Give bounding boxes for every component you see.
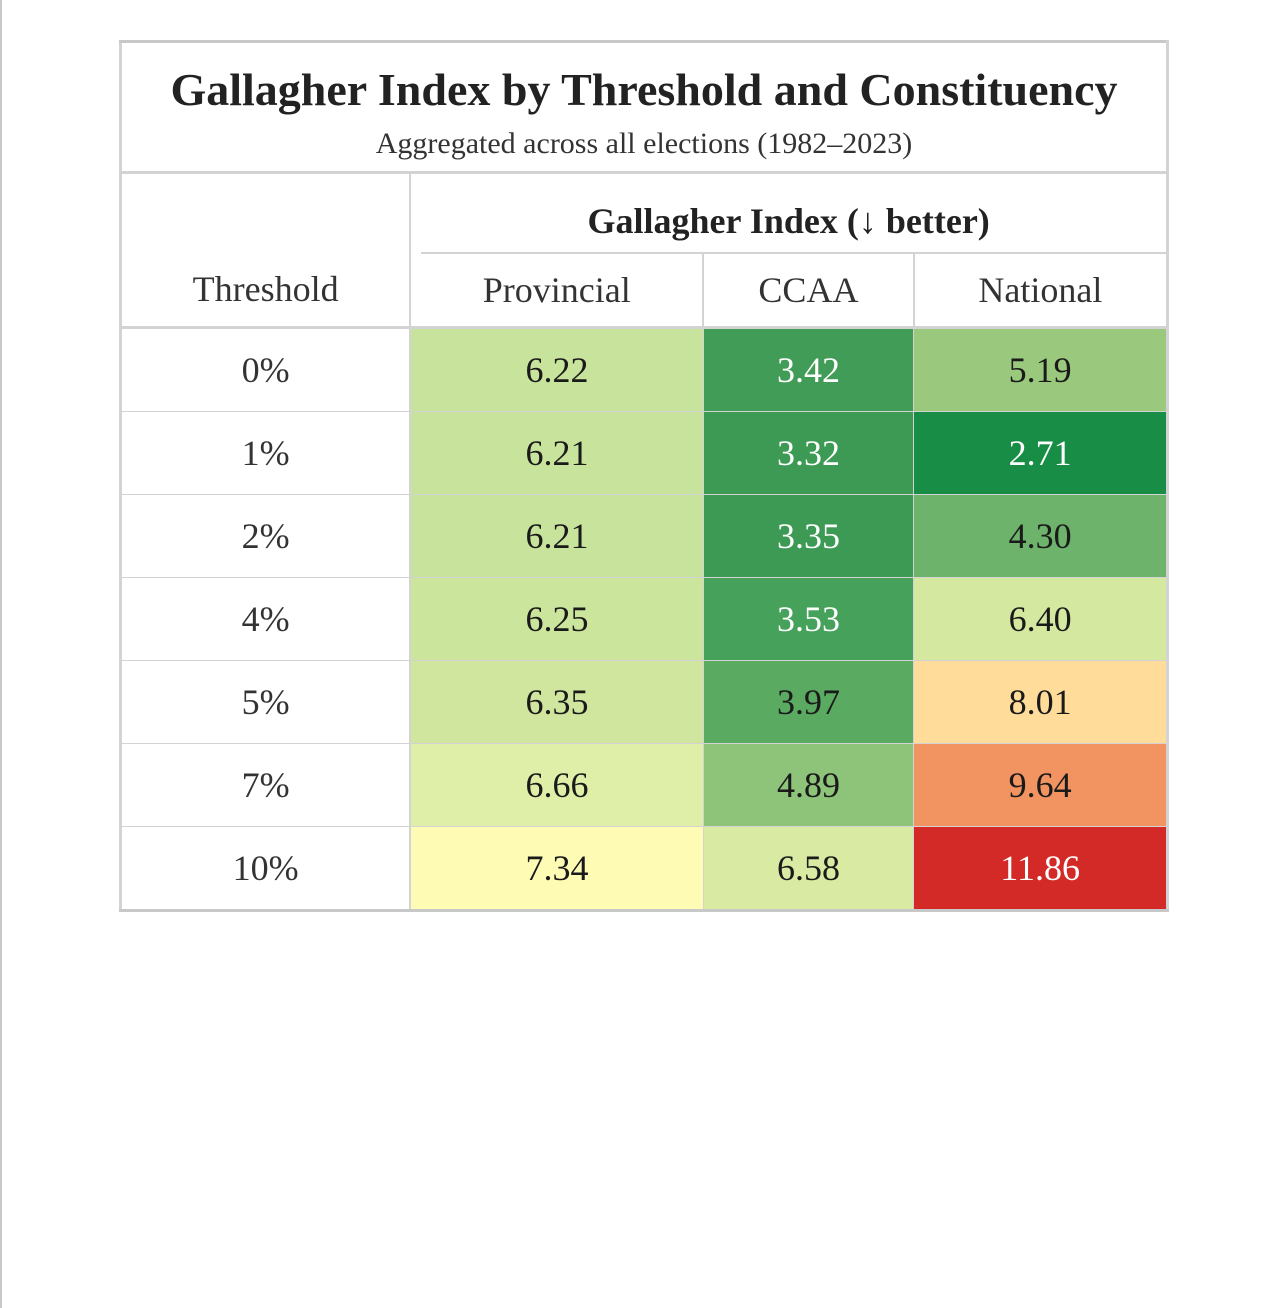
heatmap-cell-national: 9.64	[913, 743, 1168, 827]
heatmap-cell-national: 8.01	[913, 660, 1168, 744]
gallagher-index-table: Gallagher Index by Threshold and Constit…	[119, 40, 1169, 912]
row-label-threshold: 1%	[120, 411, 412, 495]
heatmap-cell-provincial: 6.21	[409, 411, 704, 495]
row-label-threshold: 10%	[120, 826, 412, 911]
heatmap-cell-ccaa: 6.58	[702, 826, 914, 911]
table-body: 0% 6.22 3.42 5.19 1% 6.21 3.32 2.71 2% 6.21 3.35 4.…	[120, 327, 1168, 911]
column-header-provincial: Provincial	[410, 254, 704, 329]
heatmap-cell-national: 11.86	[913, 826, 1168, 911]
heatmap-cell-ccaa: 3.97	[702, 660, 914, 744]
table-row: 2% 6.21 3.35 4.30	[120, 494, 1168, 578]
spanner-label: Gallagher Index (↓ better)	[587, 201, 990, 241]
table-title: Gallagher Index by Threshold and Constit…	[170, 64, 1118, 115]
table-row: 5% 6.35 3.97 8.01	[120, 660, 1168, 744]
heatmap-cell-provincial: 6.66	[409, 743, 704, 827]
heatmap-cell-ccaa: 3.53	[702, 577, 914, 661]
table-row: 10% 7.34 6.58 11.86	[120, 826, 1168, 911]
left-page-edge	[0, 0, 2, 1308]
heatmap-cell-national: 6.40	[913, 577, 1168, 661]
table-row: 7% 6.66 4.89 9.64	[120, 743, 1168, 827]
heatmap-cell-provincial: 6.22	[409, 327, 704, 412]
heatmap-cell-national: 5.19	[913, 327, 1168, 412]
column-header-national: National	[912, 254, 1168, 329]
heatmap-cell-ccaa: 3.42	[702, 327, 914, 412]
row-label-threshold: 0%	[120, 327, 412, 412]
heatmap-cell-provincial: 7.34	[409, 826, 704, 911]
heatmap-cell-national: 4.30	[913, 494, 1168, 578]
column-header-ccaa: CCAA	[702, 254, 914, 329]
heatmap-cell-ccaa: 3.32	[702, 411, 914, 495]
row-label-threshold: 4%	[120, 577, 412, 661]
stub-header-threshold: Threshold	[120, 172, 412, 329]
table-row: 0% 6.22 3.42 5.19	[120, 327, 1168, 412]
row-label-threshold: 5%	[120, 660, 412, 744]
heatmap-cell-ccaa: 4.89	[702, 743, 914, 827]
spanner-underline	[421, 252, 1166, 254]
table-row: 1% 6.21 3.32 2.71	[120, 411, 1168, 495]
row-label-threshold: 2%	[120, 494, 412, 578]
heatmap-cell-national: 2.71	[913, 411, 1168, 495]
heatmap-cell-provincial: 6.21	[409, 494, 704, 578]
table-subtitle: Aggregated across all elections (1982–20…	[120, 125, 1168, 174]
table-row: 4% 6.25 3.53 6.40	[120, 577, 1168, 661]
spanner-header: Gallagher Index (↓ better)	[410, 173, 1167, 254]
heatmap-cell-provincial: 6.35	[409, 660, 704, 744]
row-label-threshold: 7%	[120, 743, 412, 827]
heatmap-cell-ccaa: 3.35	[702, 494, 914, 578]
heatmap-cell-provincial: 6.25	[409, 577, 704, 661]
